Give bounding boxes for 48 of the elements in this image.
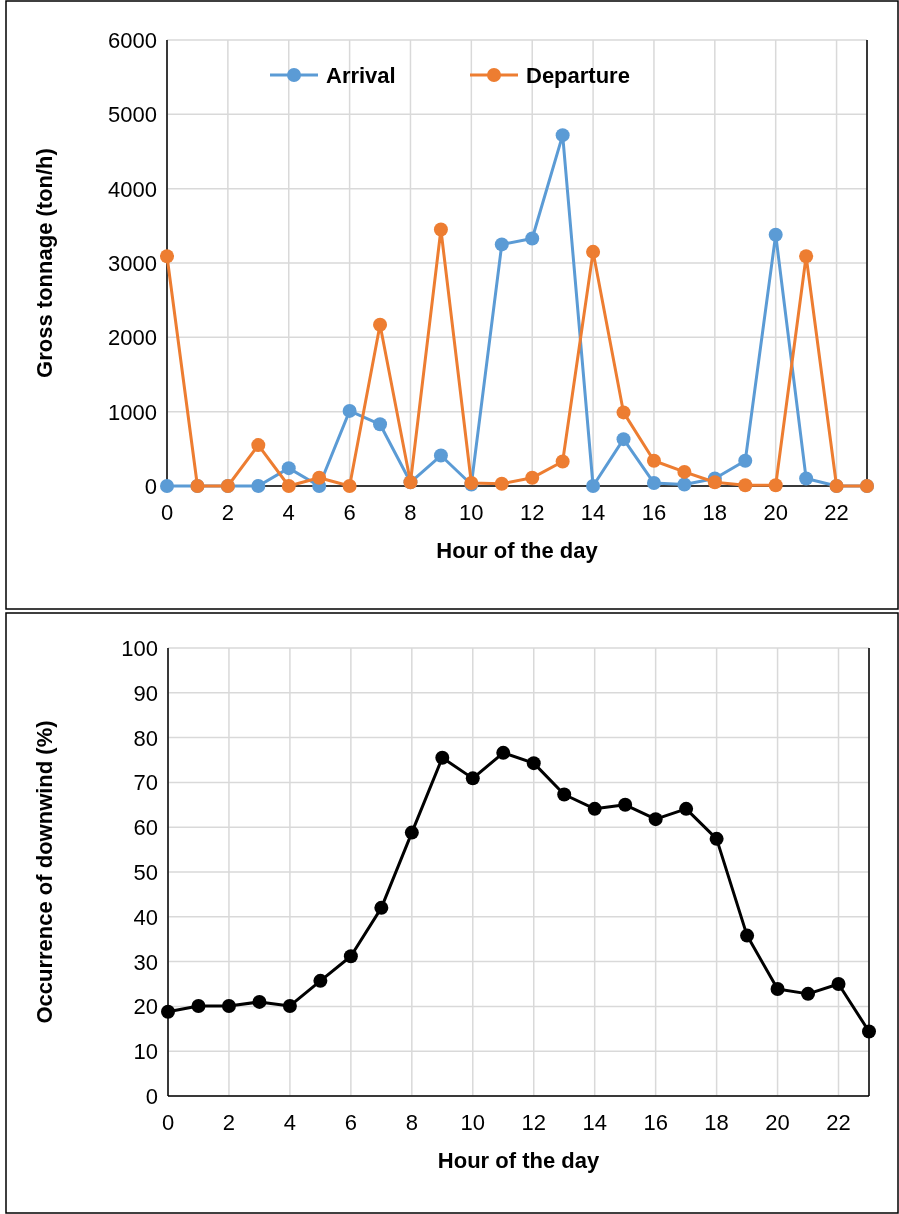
y-tick-label: 0 (145, 1084, 158, 1109)
y-axis-title: Gross tonnage (ton/h) (32, 148, 57, 378)
x-tick-label: 10 (460, 1110, 486, 1135)
y-tick-label: 5000 (108, 102, 157, 128)
y-tick-label: 6000 (108, 28, 157, 53)
y-tick-label: 70 (133, 770, 158, 796)
x-tick-label: 0 (161, 1110, 175, 1135)
x-tick-label: 10 (459, 500, 484, 525)
x-tick-label: 16 (641, 500, 667, 525)
x-tick-label: 2 (222, 1110, 236, 1135)
x-tick-label: 22 (826, 1110, 851, 1135)
y-tick-label: 2000 (108, 325, 157, 351)
x-axis-title: Hour of the day (437, 1148, 600, 1173)
x-tick-label: 12 (519, 500, 545, 525)
y-tick-label: 50 (133, 860, 158, 885)
x-tick-label: 20 (763, 500, 788, 525)
y-tick-label: 10 (133, 1039, 158, 1065)
y-tick-label: 1000 (108, 399, 157, 425)
y-tick-label: 4000 (108, 176, 157, 202)
legend-label: Arrival (326, 63, 396, 88)
x-tick-label: 18 (704, 1110, 729, 1135)
x-axis-title: Hour of the day (436, 538, 599, 563)
x-tick-label: 12 (521, 1110, 546, 1135)
x-tick-label: 20 (765, 1110, 790, 1135)
x-tick-label: 16 (643, 1110, 668, 1135)
legend-label: Departure (526, 63, 630, 88)
y-tick-label: 0 (144, 474, 157, 499)
x-tick-label: 22 (824, 500, 849, 525)
x-tick-label: 6 (344, 1110, 357, 1135)
x-tick-label: 8 (404, 500, 417, 525)
x-tick-label: 14 (580, 500, 606, 525)
x-tick-label: 4 (283, 1110, 297, 1135)
x-tick-label: 2 (221, 500, 234, 525)
y-tick-label: 20 (133, 994, 158, 1020)
x-tick-label: 18 (702, 500, 728, 525)
y-axis-title: Occurrence of downwind (%) (32, 720, 57, 1024)
y-tick-label: 40 (133, 904, 158, 930)
x-tick-label: 14 (582, 1110, 607, 1135)
x-tick-label: 6 (343, 500, 356, 525)
x-tick-label: 0 (160, 500, 174, 525)
y-tick-label: 30 (133, 949, 158, 975)
y-tick-label: 90 (133, 680, 158, 706)
x-tick-label: 4 (282, 500, 295, 525)
y-tick-label: 100 (121, 636, 158, 661)
y-tick-label: 80 (133, 725, 158, 751)
x-tick-label: 8 (405, 1110, 418, 1135)
y-tick-label: 3000 (108, 251, 157, 276)
y-tick-label: 60 (133, 815, 158, 841)
